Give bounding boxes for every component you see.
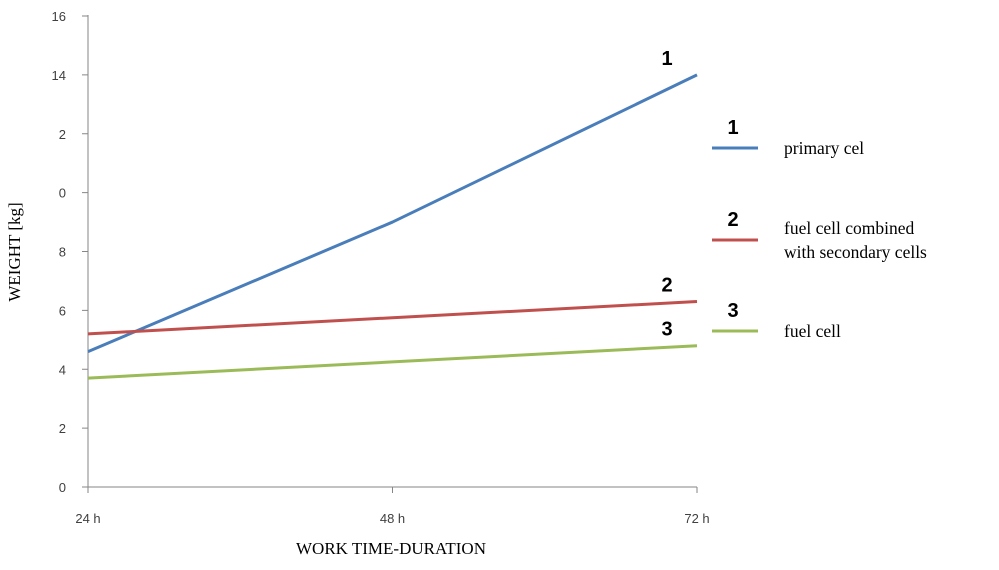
y-axis-title: WEIGHT [kg] [5, 202, 24, 301]
series-line [87, 344, 698, 380]
x-tick-label: 48 h [380, 511, 405, 526]
y-tick-label: 0 [59, 480, 66, 495]
y-tick-label: 0 [59, 186, 66, 201]
y-tick-label: 6 [59, 303, 66, 318]
series-lines [87, 73, 698, 380]
y-tick-label: 4 [59, 362, 66, 377]
x-axis-title: WORK TIME-DURATION [296, 539, 486, 558]
legend-number: 2 [727, 209, 738, 231]
tick-labels: 0 2 4 6 8 0 2 14 16 24 h 48 h 72 h [52, 9, 710, 526]
legend-label: fuel cell combined with secondary cells [784, 218, 927, 262]
legend-label: fuel cell [784, 321, 841, 341]
axes [82, 15, 698, 493]
series-number-label: 2 [661, 275, 672, 297]
legend-number: 1 [727, 117, 738, 139]
series-number-labels: 1 2 3 [661, 48, 672, 341]
y-tick-label: 14 [52, 68, 66, 83]
series-number-label: 1 [661, 48, 672, 70]
y-tick-label: 8 [59, 245, 66, 260]
x-tick-label: 72 h [684, 511, 709, 526]
series-line [87, 300, 698, 336]
legend-label: primary cel [784, 138, 864, 158]
x-tick-label: 24 h [75, 511, 100, 526]
legend: 1 primary cel 2 fuel cell combined with seco… [712, 117, 927, 341]
legend-number: 3 [727, 300, 738, 322]
series-line [87, 73, 698, 353]
series-number-label: 3 [661, 319, 672, 341]
y-tick-label: 16 [52, 9, 66, 24]
y-tick-label: 2 [59, 127, 66, 142]
y-tick-label: 2 [59, 421, 66, 436]
